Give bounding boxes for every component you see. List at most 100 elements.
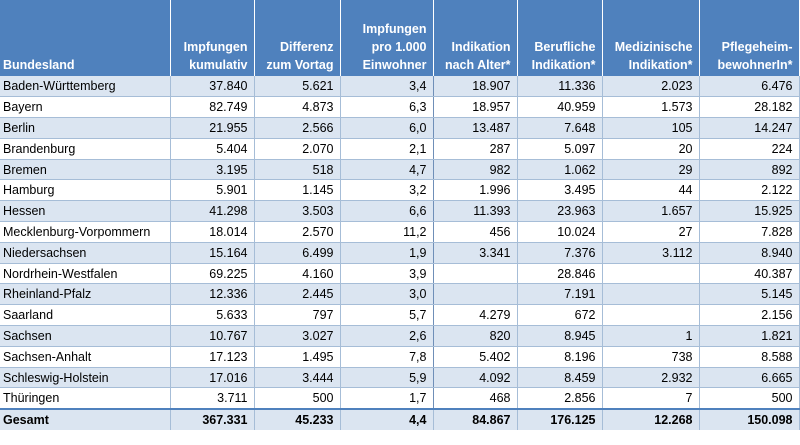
- table-row: Schleswig-Holstein 17.016 3.444 5,9 4.092 8.4…: [0, 367, 800, 389]
- state-name-cell: Hamburg: [0, 179, 171, 202]
- value-cell: 27: [602, 221, 700, 243]
- value-cell: 23.963: [517, 200, 603, 223]
- column-header: Pflegeheim- bewohnerIn*: [699, 0, 800, 76]
- value-cell: 500: [699, 387, 800, 410]
- value-cell: 797: [254, 304, 341, 327]
- value-cell: 672: [517, 304, 603, 327]
- value-cell: 7.648: [517, 117, 603, 139]
- value-cell: 5.145: [699, 283, 800, 306]
- table-row: Hessen 41.298 3.503 6,6 11.393 23.963 1.657 15.…: [0, 200, 800, 223]
- value-cell: 3,2: [340, 179, 434, 202]
- table-row: Berlin 21.955 2.566 6,0 13.487 7.648 105 14.247: [0, 117, 800, 139]
- value-cell: 6,3: [340, 96, 434, 119]
- state-name-cell: Rheinland-Pfalz: [0, 283, 171, 306]
- state-name-cell: Schleswig-Holstein: [0, 367, 171, 389]
- value-cell: 69.225: [170, 263, 255, 285]
- value-cell: 14.247: [699, 117, 800, 139]
- value-cell: 1.495: [254, 346, 341, 368]
- value-cell: [433, 283, 518, 306]
- value-cell: 820: [433, 325, 518, 347]
- table-header: Bundesland Impfungen kumulativ Differenz z…: [0, 0, 800, 76]
- table-footer: Gesamt 367.331 45.233 4,4 84.867 176.125 12.26…: [0, 407, 800, 430]
- state-name-cell: Mecklenburg-Vorpommern: [0, 221, 171, 243]
- value-cell: 1.062: [517, 159, 603, 181]
- table-row: Brandenburg 5.404 2.070 2,1 287 5.097 20 224: [0, 138, 800, 160]
- value-cell: 1.996: [433, 179, 518, 202]
- value-cell: 20: [602, 138, 700, 160]
- value-cell: 2.445: [254, 283, 341, 306]
- value-cell: 1,9: [340, 242, 434, 264]
- total-value-cell: 84.867: [433, 407, 518, 430]
- state-name-cell: Nordrhein-Westfalen: [0, 263, 171, 285]
- value-cell: 6,6: [340, 200, 434, 223]
- column-header: Impfungen pro 1.000 Einwohner: [340, 0, 434, 76]
- total-value-cell: 45.233: [254, 407, 341, 430]
- value-cell: 4.873: [254, 96, 341, 119]
- value-cell: 3.112: [602, 242, 700, 264]
- value-cell: 17.016: [170, 367, 255, 389]
- value-cell: 456: [433, 221, 518, 243]
- value-cell: 5.621: [254, 76, 341, 98]
- table-row: Hamburg 5.901 1.145 3,2 1.996 3.495 44 2.122: [0, 179, 800, 202]
- value-cell: 3.341: [433, 242, 518, 264]
- value-cell: 7.828: [699, 221, 800, 243]
- value-cell: 7: [602, 387, 700, 410]
- value-cell: 3.195: [170, 159, 255, 181]
- column-header: Berufliche Indikation*: [517, 0, 603, 76]
- column-header: Impfungen kumulativ: [170, 0, 255, 76]
- value-cell: 224: [699, 138, 800, 160]
- value-cell: 3,4: [340, 76, 434, 98]
- column-header: Differenz zum Vortag: [254, 0, 341, 76]
- value-cell: 518: [254, 159, 341, 181]
- value-cell: 2.023: [602, 76, 700, 98]
- vaccination-table: Bundesland Impfungen kumulativ Differenz z…: [0, 0, 800, 430]
- value-cell: 2.070: [254, 138, 341, 160]
- value-cell: 10.024: [517, 221, 603, 243]
- state-name-cell: Niedersachsen: [0, 242, 171, 264]
- value-cell: [602, 263, 700, 285]
- value-cell: [602, 283, 700, 306]
- value-cell: 738: [602, 346, 700, 368]
- value-cell: 7.376: [517, 242, 603, 264]
- total-value-cell: 176.125: [517, 407, 603, 430]
- value-cell: 7,8: [340, 346, 434, 368]
- value-cell: 18.014: [170, 221, 255, 243]
- value-cell: 11.336: [517, 76, 603, 98]
- table-row: Rheinland-Pfalz 12.336 2.445 3,0 7.191 5.145: [0, 283, 800, 306]
- value-cell: 8.588: [699, 346, 800, 368]
- table-row: Bremen 3.195 518 4,7 982 1.062 29 892: [0, 159, 800, 181]
- state-name-cell: Sachsen: [0, 325, 171, 347]
- value-cell: 8.940: [699, 242, 800, 264]
- table-row: Sachsen-Anhalt 17.123 1.495 7,8 5.402 8.196 73…: [0, 346, 800, 368]
- header-row: Bundesland Impfungen kumulativ Differenz z…: [0, 0, 800, 76]
- total-value-cell: 367.331: [170, 407, 255, 430]
- value-cell: 15.925: [699, 200, 800, 223]
- value-cell: 3.444: [254, 367, 341, 389]
- value-cell: 5.402: [433, 346, 518, 368]
- value-cell: 15.164: [170, 242, 255, 264]
- value-cell: 82.749: [170, 96, 255, 119]
- value-cell: 3.027: [254, 325, 341, 347]
- value-cell: 7.191: [517, 283, 603, 306]
- value-cell: 8.196: [517, 346, 603, 368]
- state-name-cell: Bayern: [0, 96, 171, 119]
- value-cell: 2,1: [340, 138, 434, 160]
- value-cell: 3,0: [340, 283, 434, 306]
- value-cell: 3.495: [517, 179, 603, 202]
- value-cell: 5.901: [170, 179, 255, 202]
- value-cell: 5,9: [340, 367, 434, 389]
- value-cell: [602, 304, 700, 327]
- value-cell: 287: [433, 138, 518, 160]
- value-cell: 5,7: [340, 304, 434, 327]
- value-cell: [433, 263, 518, 285]
- value-cell: 8.459: [517, 367, 603, 389]
- value-cell: 892: [699, 159, 800, 181]
- value-cell: 6.499: [254, 242, 341, 264]
- value-cell: 41.298: [170, 200, 255, 223]
- value-cell: 6.665: [699, 367, 800, 389]
- value-cell: 4.160: [254, 263, 341, 285]
- value-cell: 18.907: [433, 76, 518, 98]
- value-cell: 1.573: [602, 96, 700, 119]
- value-cell: 3.711: [170, 387, 255, 410]
- total-value-cell: 4,4: [340, 407, 434, 430]
